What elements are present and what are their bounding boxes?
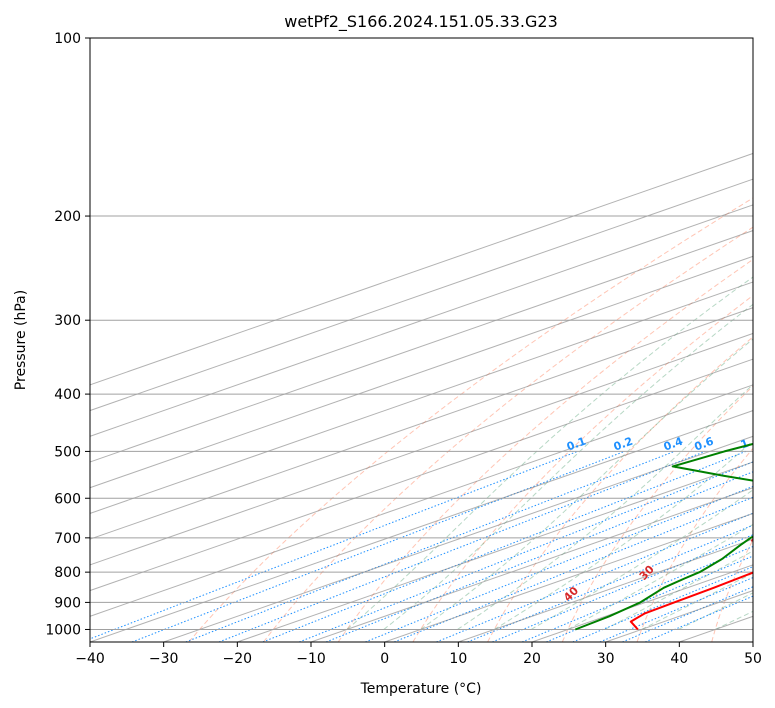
mixing-ratio-line <box>131 450 625 642</box>
mixing-ratio-line <box>644 595 753 642</box>
isotherm-line <box>90 410 753 642</box>
x-tick-label: −20 <box>223 651 253 667</box>
mixing-ratio-label: 1 <box>739 437 751 452</box>
x-tick-label: 50 <box>744 651 762 667</box>
isotherm-line <box>90 281 753 514</box>
mixing-ratio-line <box>185 450 675 642</box>
mixing-ratio-line <box>90 450 578 640</box>
mixing-ratio-line <box>572 566 753 642</box>
mixing-ratio-line <box>467 524 753 642</box>
x-tick-label: 10 <box>449 651 467 667</box>
isotherm-line <box>90 230 753 463</box>
moist-adiabat-label: 20 <box>749 529 769 549</box>
mixing-ratio-label: 1.5 <box>767 435 775 454</box>
mixing-ratio-line <box>218 450 706 642</box>
isotherm-line <box>163 435 753 642</box>
x-tick-label: 0 <box>380 651 389 667</box>
moist-adiabat-line <box>457 383 753 630</box>
x-tick-label: −10 <box>296 651 326 667</box>
mixing-ratio-line <box>521 545 753 642</box>
y-tick-label: 100 <box>54 31 81 47</box>
isotherm-line <box>90 358 753 592</box>
plot-frame <box>89 37 754 643</box>
y-tick-label: 600 <box>54 491 81 507</box>
moist-adiabat-line <box>751 628 753 630</box>
dry-adiabat-line <box>412 294 753 642</box>
mixing-ratio-line <box>325 471 753 642</box>
isotherm-line <box>458 538 753 642</box>
mixing-ratio-label: 0.6 <box>693 435 716 454</box>
moist-adiabat-line <box>604 550 753 630</box>
background-lines <box>90 38 753 642</box>
isotherm-line <box>90 178 753 412</box>
y-tick-label: 900 <box>54 595 81 611</box>
isotherm-line <box>752 641 753 642</box>
moist-adiabat-label: 40 <box>561 584 581 604</box>
x-tick-label: 30 <box>597 651 615 667</box>
x-axis-label: Temperature (°C) <box>360 681 482 697</box>
isotherm-line <box>90 152 753 386</box>
isotherm-line <box>90 204 753 437</box>
isotherm-line <box>679 615 753 642</box>
moist-adiabat-label: 30 <box>637 563 657 583</box>
isotherm-line <box>310 487 753 642</box>
y-tick-label: 200 <box>54 209 81 225</box>
moist-adiabat-line <box>567 523 753 630</box>
isotherm-line <box>531 564 753 642</box>
dry-adiabat-line <box>188 197 753 642</box>
moist-adiabat-line <box>530 489 753 630</box>
mixing-ratio-line <box>599 577 753 642</box>
x-tick-label: 20 <box>523 651 541 667</box>
isotherm-line <box>90 332 753 566</box>
mixing-ratio-line <box>622 586 753 642</box>
x-tick-label: −40 <box>75 651 105 667</box>
dry-adiabat-line <box>636 447 753 642</box>
mixing-ratio-line <box>299 461 753 642</box>
isotherm-line <box>90 384 753 617</box>
moist-adiabat-line <box>346 276 753 630</box>
moist-adiabat-line <box>493 440 753 630</box>
mixing-ratio-label: 0.4 <box>662 435 685 454</box>
dry-adiabat-line <box>487 336 753 642</box>
mixing-ratio-line <box>546 555 753 642</box>
y-tick-label: 1000 <box>45 622 81 638</box>
y-tick-label: 800 <box>54 565 81 581</box>
mixing-ratio-line <box>436 512 753 642</box>
dry-adiabat-line <box>337 258 753 642</box>
profile-lines <box>574 442 753 631</box>
dry-adiabat-line <box>711 538 753 642</box>
y-tick-label: 400 <box>54 387 81 403</box>
x-tick-label: 40 <box>670 651 688 667</box>
dewpoint-line <box>574 442 753 631</box>
dry-adiabat-line <box>263 226 753 642</box>
chart-title: wetPf2_S166.2024.151.05.33.G23 <box>284 12 558 32</box>
mixing-ratio-label: 0.2 <box>612 435 635 454</box>
isotherm-line <box>384 512 753 642</box>
moist-adiabat-line <box>678 592 753 630</box>
y-tick-label: 300 <box>54 313 81 329</box>
y-tick-label: 500 <box>54 444 81 460</box>
axis-ticks: −40 −30 −20 −10 0 10 20 30 40 50 100 200 300 400 500 60… <box>45 31 762 667</box>
y-axis-label: Pressure (hPa) <box>13 290 29 390</box>
isotherm-line <box>90 255 753 489</box>
moist-adiabat-line <box>383 303 753 630</box>
isotherm-line <box>237 461 753 642</box>
isotherm-line <box>90 307 753 540</box>
y-tick-label: 700 <box>54 531 81 547</box>
moist-adiabat-line <box>641 572 753 630</box>
x-tick-label: −30 <box>149 651 179 667</box>
mixing-ratio-line <box>262 450 746 642</box>
mixing-ratio-label: 0.1 <box>565 435 588 454</box>
